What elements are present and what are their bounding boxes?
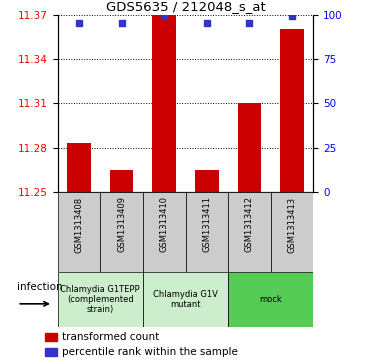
Bar [58, 272, 143, 327]
Point [119, 20, 125, 26]
Bar [195, 170, 219, 192]
Text: infection: infection [17, 282, 63, 293]
Point [289, 13, 295, 19]
Bar [280, 29, 304, 192]
Text: GSM1313409: GSM1313409 [117, 196, 126, 252]
Bar [45, 348, 56, 356]
Title: GDS5635 / 212048_s_at: GDS5635 / 212048_s_at [106, 0, 265, 13]
Text: percentile rank within the sample: percentile rank within the sample [62, 347, 238, 357]
Bar [271, 192, 313, 272]
Bar [143, 192, 186, 272]
Text: GSM1313413: GSM1313413 [288, 196, 297, 253]
Text: GSM1313412: GSM1313412 [245, 196, 254, 252]
Bar [67, 143, 91, 192]
Text: GSM1313411: GSM1313411 [202, 196, 211, 252]
Bar [100, 192, 143, 272]
Text: transformed count: transformed count [62, 332, 160, 342]
Bar [58, 192, 100, 272]
Point [76, 20, 82, 26]
Bar [143, 272, 228, 327]
Text: mock: mock [259, 295, 282, 304]
Bar [152, 15, 176, 192]
Bar [45, 333, 56, 341]
Bar [228, 192, 271, 272]
Bar [110, 170, 133, 192]
Point [204, 20, 210, 26]
Point [247, 20, 253, 26]
Text: GSM1313408: GSM1313408 [74, 196, 83, 253]
Bar [238, 103, 261, 192]
Text: Chlamydia G1TEPP
(complemented
strain): Chlamydia G1TEPP (complemented strain) [60, 285, 140, 314]
Bar [186, 192, 228, 272]
Bar [228, 272, 313, 327]
Text: Chlamydia G1V
mutant: Chlamydia G1V mutant [153, 290, 218, 309]
Text: GSM1313410: GSM1313410 [160, 196, 169, 252]
Point [161, 13, 167, 19]
